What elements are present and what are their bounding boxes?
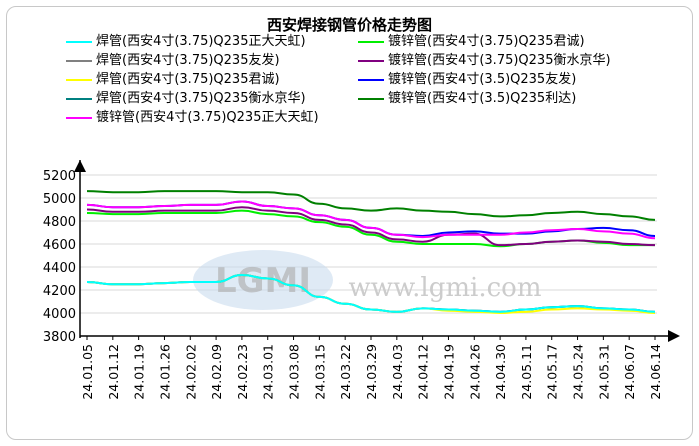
x-tick-label: 24.04.03 — [390, 344, 405, 400]
legend-entry[interactable]: 焊管(西安4寸(3.75)Q235君诚) — [66, 68, 280, 87]
legend-swatch — [358, 78, 384, 81]
x-tick-label: 24.02.09 — [209, 344, 224, 400]
chart-title: 西安焊接钢管价格走势图 — [266, 16, 432, 34]
x-tick-label: 24.05.24 — [571, 344, 586, 400]
legend-label: 镀锌管(西安4寸(3.75)Q235正大天虹) — [96, 110, 319, 125]
y-tick-label: 4200 — [43, 284, 76, 299]
legend-label: 焊管(西安4寸(3.75)Q235正大天虹) — [96, 34, 306, 49]
x-tick-label: 24.01.26 — [157, 344, 172, 400]
x-tick-label: 24.01.19 — [132, 344, 147, 400]
legend-label: 焊管(西安4寸(3.75)Q235友发) — [96, 53, 280, 68]
chart-frame — [6, 6, 693, 440]
legend-entry[interactable]: 镀锌管(西安4寸(3.5)Q235友发) — [358, 68, 576, 87]
x-tick-label: 24.01.05 — [80, 344, 95, 400]
x-tick-label: 24.02.23 — [235, 344, 250, 400]
legend-entry[interactable]: 镀锌管(西安4寸(3.75)Q235衡水京华) — [358, 49, 611, 68]
legend-entry[interactable]: 焊管(西安4寸(3.75)Q235衡水京华) — [66, 87, 306, 106]
legend-swatch — [358, 59, 384, 62]
legend-entry[interactable]: 镀锌管(西安4寸(3.75)Q235正大天虹) — [66, 106, 319, 125]
legend-label: 焊管(西安4寸(3.75)Q235君诚) — [96, 72, 280, 87]
series-line — [86, 200, 656, 240]
x-tick-label: 24.04.19 — [441, 344, 456, 400]
legend-entry[interactable]: 镀锌管(西安4寸(3.75)Q235君诚) — [358, 30, 585, 49]
x-tick-label: 24.04.30 — [493, 344, 508, 400]
legend-swatch — [66, 78, 92, 81]
legend-label: 镀锌管(西安4寸(3.75)Q235君诚) — [388, 34, 585, 49]
x-tick-label: 24.05.31 — [596, 344, 611, 400]
y-tick-label: 5200 — [43, 169, 76, 184]
series-line — [86, 274, 656, 313]
y-axis-arrow — [74, 160, 86, 172]
x-tick-label: 24.05.11 — [519, 344, 534, 400]
watermark-logo — [193, 250, 333, 310]
watermark-logo-text: LGMI — [215, 261, 311, 301]
x-tick-label: 24.03.08 — [287, 344, 302, 400]
legend-entry[interactable]: 焊管(西安4寸(3.75)Q235正大天虹) — [66, 30, 306, 49]
x-tick-label: 24.04.12 — [416, 344, 431, 400]
x-tick-label: 24.01.12 — [106, 344, 121, 400]
legend-entry[interactable]: 焊管(西安4寸(3.75)Q235友发) — [66, 49, 280, 68]
x-tick-label: 24.05.17 — [545, 344, 560, 400]
x-tick-label: 24.06.14 — [648, 344, 663, 400]
legend-swatch — [66, 97, 92, 100]
y-tick-label: 5000 — [43, 192, 76, 207]
series-line — [86, 190, 656, 221]
x-tick-label: 24.03.15 — [312, 344, 327, 400]
y-tick-label: 3800 — [43, 330, 76, 345]
x-tick-label: 24.02.02 — [183, 344, 198, 400]
y-tick-label: 4600 — [43, 238, 76, 253]
legend-swatch — [66, 40, 92, 43]
legend-swatch — [66, 59, 92, 62]
legend-swatch — [66, 116, 92, 119]
legend-swatch — [358, 97, 384, 100]
legend-label: 镀锌管(西安4寸(3.75)Q235衡水京华) — [388, 53, 611, 68]
y-tick-label: 4400 — [43, 261, 76, 276]
x-tick-label: 24.04.26 — [467, 344, 482, 400]
x-tick-label: 24.03.01 — [261, 344, 276, 400]
legend-label: 镀锌管(西安4寸(3.5)Q235友发) — [388, 72, 577, 87]
legend-label: 焊管(西安4寸(3.75)Q235衡水京华) — [96, 91, 306, 106]
watermark-url: www.lgmi.com — [348, 273, 541, 303]
legend-label: 镀锌管(西安4寸(3.5)Q235利达) — [388, 91, 577, 106]
x-axis-arrow — [668, 330, 680, 342]
y-tick-label: 4800 — [43, 215, 76, 230]
legend-entry[interactable]: 镀锌管(西安4寸(3.5)Q235利达) — [358, 87, 576, 106]
series-line — [86, 206, 656, 247]
legend-swatch — [358, 40, 384, 43]
x-tick-label: 24.03.29 — [364, 344, 379, 400]
x-tick-label: 24.03.22 — [338, 344, 353, 400]
x-tick-label: 24.06.07 — [622, 344, 637, 400]
y-tick-label: 4000 — [43, 307, 76, 322]
